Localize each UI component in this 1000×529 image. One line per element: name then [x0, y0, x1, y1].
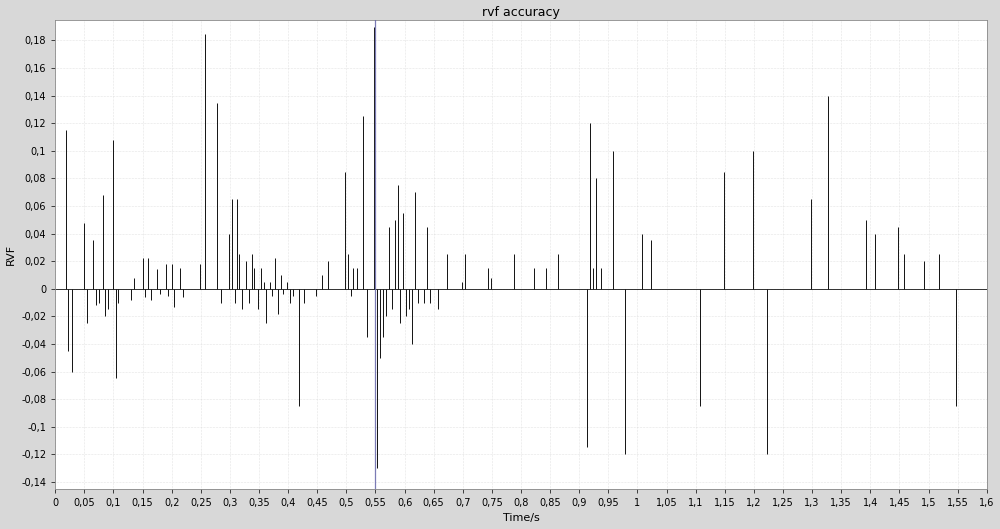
Y-axis label: RVF: RVF — [6, 244, 16, 265]
X-axis label: Time/s: Time/s — [503, 514, 539, 523]
Title: rvf accuracy: rvf accuracy — [482, 6, 560, 19]
